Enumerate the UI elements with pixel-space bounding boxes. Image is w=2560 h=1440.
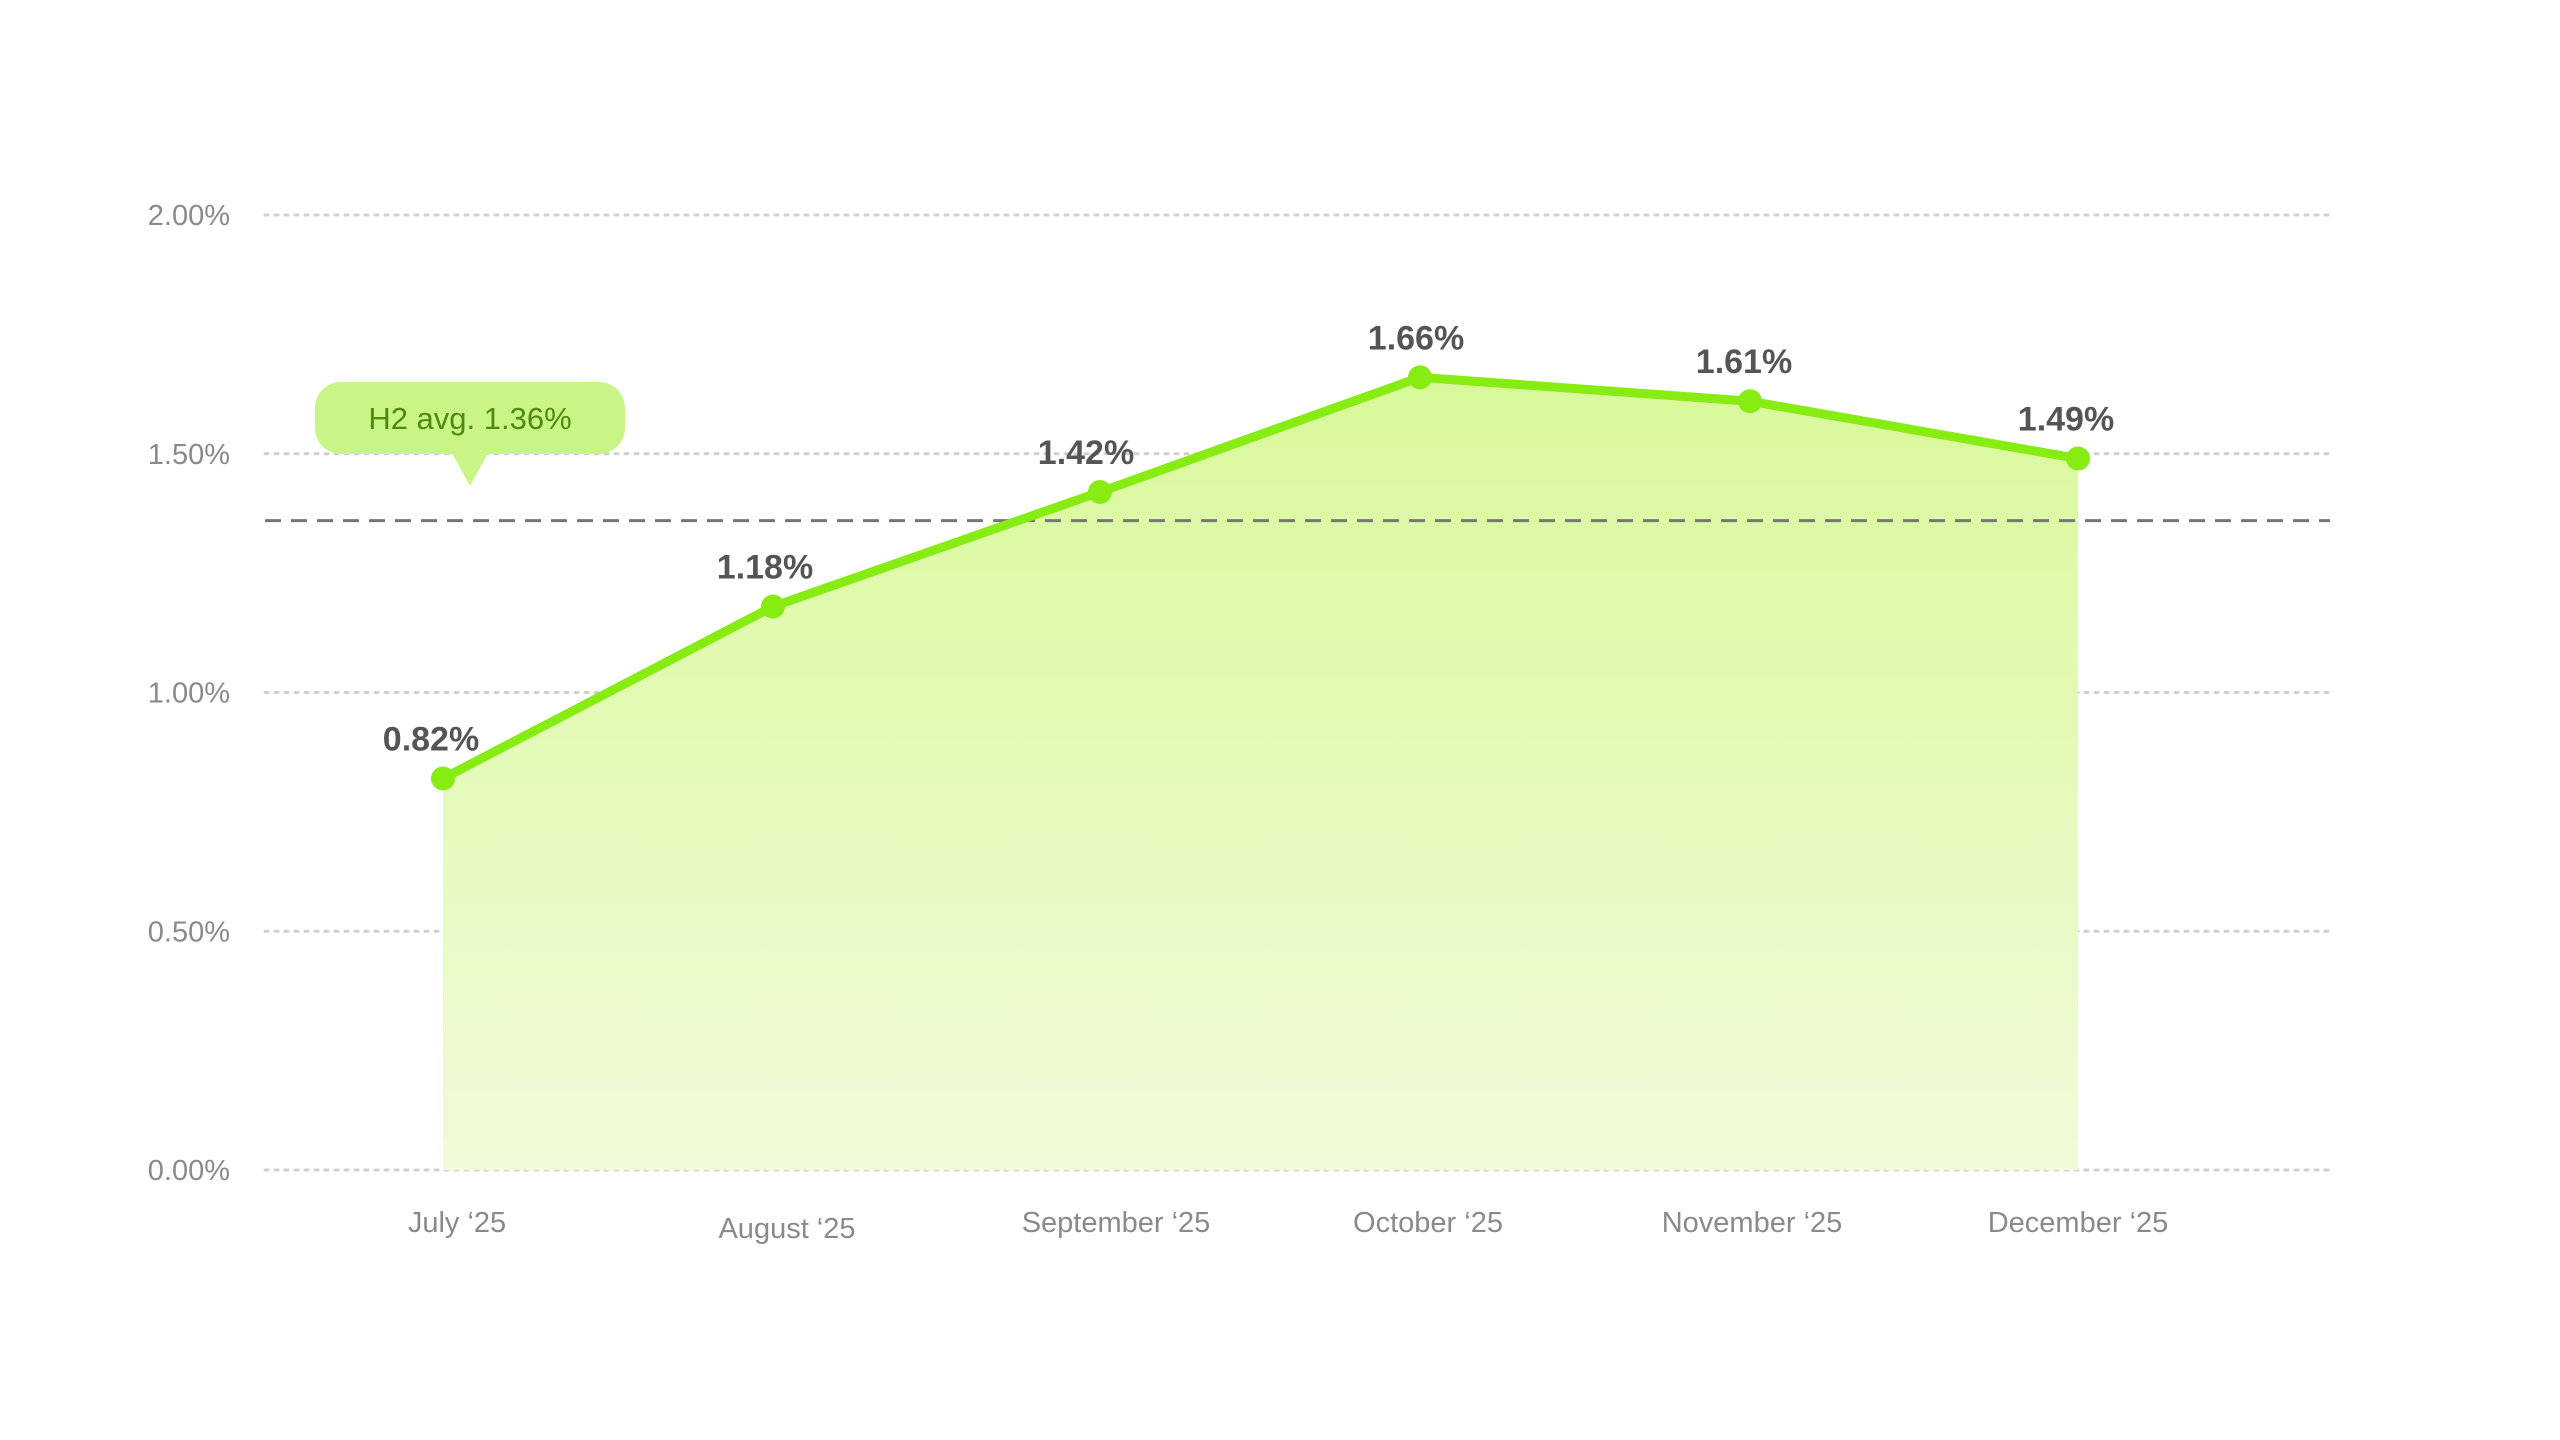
x-tick-label: December ‘25 — [1988, 1207, 2169, 1239]
data-point — [431, 766, 455, 791]
x-tick-label: August ‘25 — [718, 1213, 855, 1245]
data-label: 0.82% — [383, 720, 479, 758]
data-label: 1.18% — [717, 549, 813, 587]
area-fill-group — [443, 377, 2078, 1171]
x-tick-label: October ‘25 — [1353, 1207, 1503, 1239]
area-fill — [443, 377, 2078, 1171]
data-label: 1.42% — [1038, 434, 1134, 472]
x-tick-label: July ‘25 — [408, 1207, 506, 1239]
y-tick-label: 2.00% — [148, 200, 230, 232]
average-reference: H2 avg. 1.36% — [265, 382, 2330, 523]
data-labels: 0.82% 1.18% 1.42% 1.66% 1.61% 1.49% — [383, 319, 2114, 758]
data-label: 1.61% — [1696, 343, 1792, 381]
y-axis: 0.00% 0.50% 1.00% 1.50% 2.00% — [148, 200, 230, 1187]
x-tick-label: September ‘25 — [1022, 1207, 1211, 1239]
x-axis: July ‘25 August ‘25 September ‘25 October ‘… — [408, 1207, 2168, 1245]
data-points — [431, 365, 2090, 791]
data-label: 1.66% — [1368, 319, 1464, 357]
series-line-group — [438, 372, 2083, 783]
data-point — [1408, 365, 1432, 390]
average-label: H2 avg. 1.36% — [368, 401, 571, 436]
y-tick-label: 0.50% — [148, 916, 230, 948]
average-badge-pointer — [452, 453, 488, 486]
data-point — [1088, 479, 1112, 504]
y-tick-label: 1.00% — [148, 678, 230, 710]
data-point — [761, 594, 785, 619]
data-point — [1738, 389, 1762, 414]
average-badge — [315, 382, 625, 454]
series-line — [438, 372, 2083, 783]
x-tick-label: November ‘25 — [1662, 1207, 1843, 1239]
y-tick-label: 1.50% — [148, 439, 230, 471]
data-label: 1.49% — [2018, 401, 2114, 439]
data-point — [2066, 446, 2090, 471]
y-tick-label: 0.00% — [148, 1155, 230, 1187]
